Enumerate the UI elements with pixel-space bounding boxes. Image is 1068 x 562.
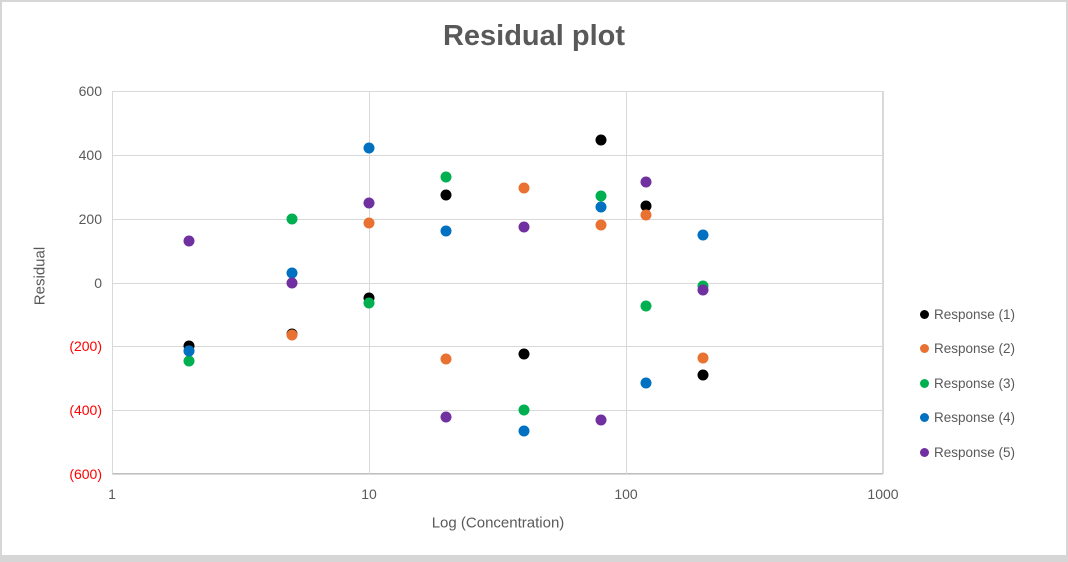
data-point[interactable] [183, 235, 195, 247]
data-point[interactable] [518, 425, 530, 437]
y-tick-label: (200) [69, 338, 102, 355]
x-tick-label: 1 [108, 486, 116, 502]
legend-marker-icon [920, 413, 929, 423]
data-point[interactable] [595, 414, 607, 426]
window-bottom-edge [2, 555, 1066, 560]
data-point[interactable] [518, 221, 530, 233]
y-axis-title: Residual [31, 246, 49, 306]
data-point[interactable] [697, 352, 709, 363]
h-gridline [112, 346, 883, 348]
data-point[interactable] [640, 209, 652, 221]
data-point[interactable] [363, 217, 375, 229]
v-gridline [626, 91, 627, 474]
data-point[interactable] [697, 369, 709, 381]
v-gridline [369, 91, 370, 474]
legend-item[interactable]: Response (1) [920, 297, 1015, 332]
h-gridline [112, 410, 883, 412]
data-point[interactable] [697, 284, 709, 296]
legend-marker-icon [920, 378, 929, 388]
data-point[interactable] [595, 134, 607, 146]
legend-marker-icon [920, 344, 929, 354]
data-point[interactable] [595, 219, 607, 231]
data-point[interactable] [697, 229, 709, 241]
data-point[interactable] [286, 277, 298, 288]
legend-label: Response (4) [934, 410, 1016, 426]
x-tick-label: 10 [361, 486, 377, 502]
data-point[interactable] [440, 189, 452, 201]
data-point[interactable] [440, 411, 452, 423]
data-point[interactable] [518, 348, 530, 360]
y-tick-label: 400 [78, 146, 102, 163]
x-tick-label: 100 [614, 486, 638, 502]
legend-item[interactable]: Response (2) [920, 332, 1015, 367]
legend-label: Response (2) [934, 341, 1016, 357]
data-point[interactable] [286, 267, 298, 279]
x-tick-label: 1000 [867, 486, 899, 502]
legend: Response (1) Response (2) Response (3) Resp… [920, 297, 1015, 470]
y-tick-label: (400) [69, 402, 102, 419]
data-point[interactable] [640, 200, 652, 212]
data-point[interactable] [440, 225, 452, 237]
h-gridline [112, 154, 883, 156]
legend-marker-icon [920, 309, 929, 319]
h-gridline [112, 282, 883, 284]
data-point[interactable] [363, 197, 375, 209]
h-gridline [112, 91, 883, 92]
h-gridline [112, 218, 883, 220]
legend-item[interactable]: Response (4) [920, 401, 1015, 436]
data-point[interactable] [640, 377, 652, 389]
data-point[interactable] [183, 345, 195, 357]
data-point[interactable] [518, 404, 530, 416]
data-point[interactable] [286, 329, 298, 341]
data-point[interactable] [595, 201, 607, 213]
legend-label: Response (1) [934, 306, 1016, 322]
v-gridline [112, 91, 113, 474]
h-gridline [112, 474, 883, 475]
y-tick-label: 0 [94, 274, 102, 291]
data-point[interactable] [595, 190, 607, 202]
data-point[interactable] [440, 353, 452, 365]
legend-item[interactable]: Response (3) [920, 366, 1015, 401]
legend-label: Response (3) [934, 375, 1016, 391]
chart-title: Residual plot [442, 20, 626, 52]
y-tick-label: 200 [78, 210, 102, 227]
data-point[interactable] [640, 176, 652, 188]
v-gridline [883, 91, 884, 474]
data-point[interactable] [286, 213, 298, 225]
legend-marker-icon [920, 447, 929, 457]
data-point[interactable] [183, 355, 195, 367]
x-axis-title: Log (Concentration) [431, 514, 565, 532]
y-tick-label: (600) [69, 466, 102, 482]
data-point[interactable] [363, 142, 375, 154]
data-point[interactable] [640, 300, 652, 312]
legend-label: Response (5) [934, 444, 1016, 460]
data-point[interactable] [518, 182, 530, 194]
data-point[interactable] [440, 171, 452, 183]
y-tick-label: 600 [78, 83, 102, 99]
legend-item[interactable]: Response (5) [920, 435, 1015, 470]
data-point[interactable] [363, 297, 375, 309]
